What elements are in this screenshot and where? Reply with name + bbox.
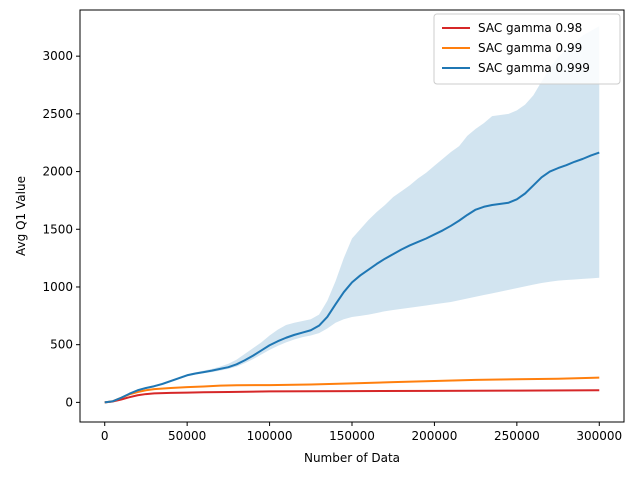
x-tick-label: 150000	[329, 429, 375, 443]
x-tick-label: 300000	[576, 429, 622, 443]
y-tick-label: 3000	[42, 49, 73, 63]
band-sac-gamma-0-999	[104, 26, 600, 403]
series-line-sac-gamma-0-999	[104, 151, 600, 404]
x-tick-label: 0	[101, 429, 109, 443]
x-axis-label: Number of Data	[304, 451, 400, 465]
y-tick-label: 500	[50, 338, 73, 352]
y-tick-label: 0	[65, 395, 73, 409]
y-tick-label: 1500	[42, 222, 73, 236]
confidence-bands	[104, 26, 600, 403]
y-axis-ticks: 0 500 1000 1500 2000 2500 3000	[42, 49, 80, 409]
x-tick-label: 50000	[168, 429, 206, 443]
legend: SAC gamma 0.98 SAC gamma 0.99 SAC gamma 0.…	[433, 13, 621, 85]
legend-box	[433, 13, 621, 85]
y-tick-label: 2000	[42, 165, 73, 179]
x-axis-ticks: 0 50000 100000 150000 200000 250000 300000	[101, 422, 622, 443]
x-tick-label: 250000	[494, 429, 540, 443]
y-axis-label: Avg Q1 Value	[14, 176, 28, 256]
legend-label: SAC gamma 0.99	[478, 41, 582, 55]
series-lines	[104, 151, 600, 404]
y-tick-label: 1000	[42, 280, 73, 294]
series-line-sac-gamma-0-98	[104, 389, 600, 404]
x-tick-label: 100000	[247, 429, 293, 443]
x-tick-label: 200000	[412, 429, 458, 443]
legend-label: SAC gamma 0.999	[478, 61, 590, 75]
legend-label: SAC gamma 0.98	[478, 21, 582, 35]
y-tick-label: 2500	[42, 107, 73, 121]
